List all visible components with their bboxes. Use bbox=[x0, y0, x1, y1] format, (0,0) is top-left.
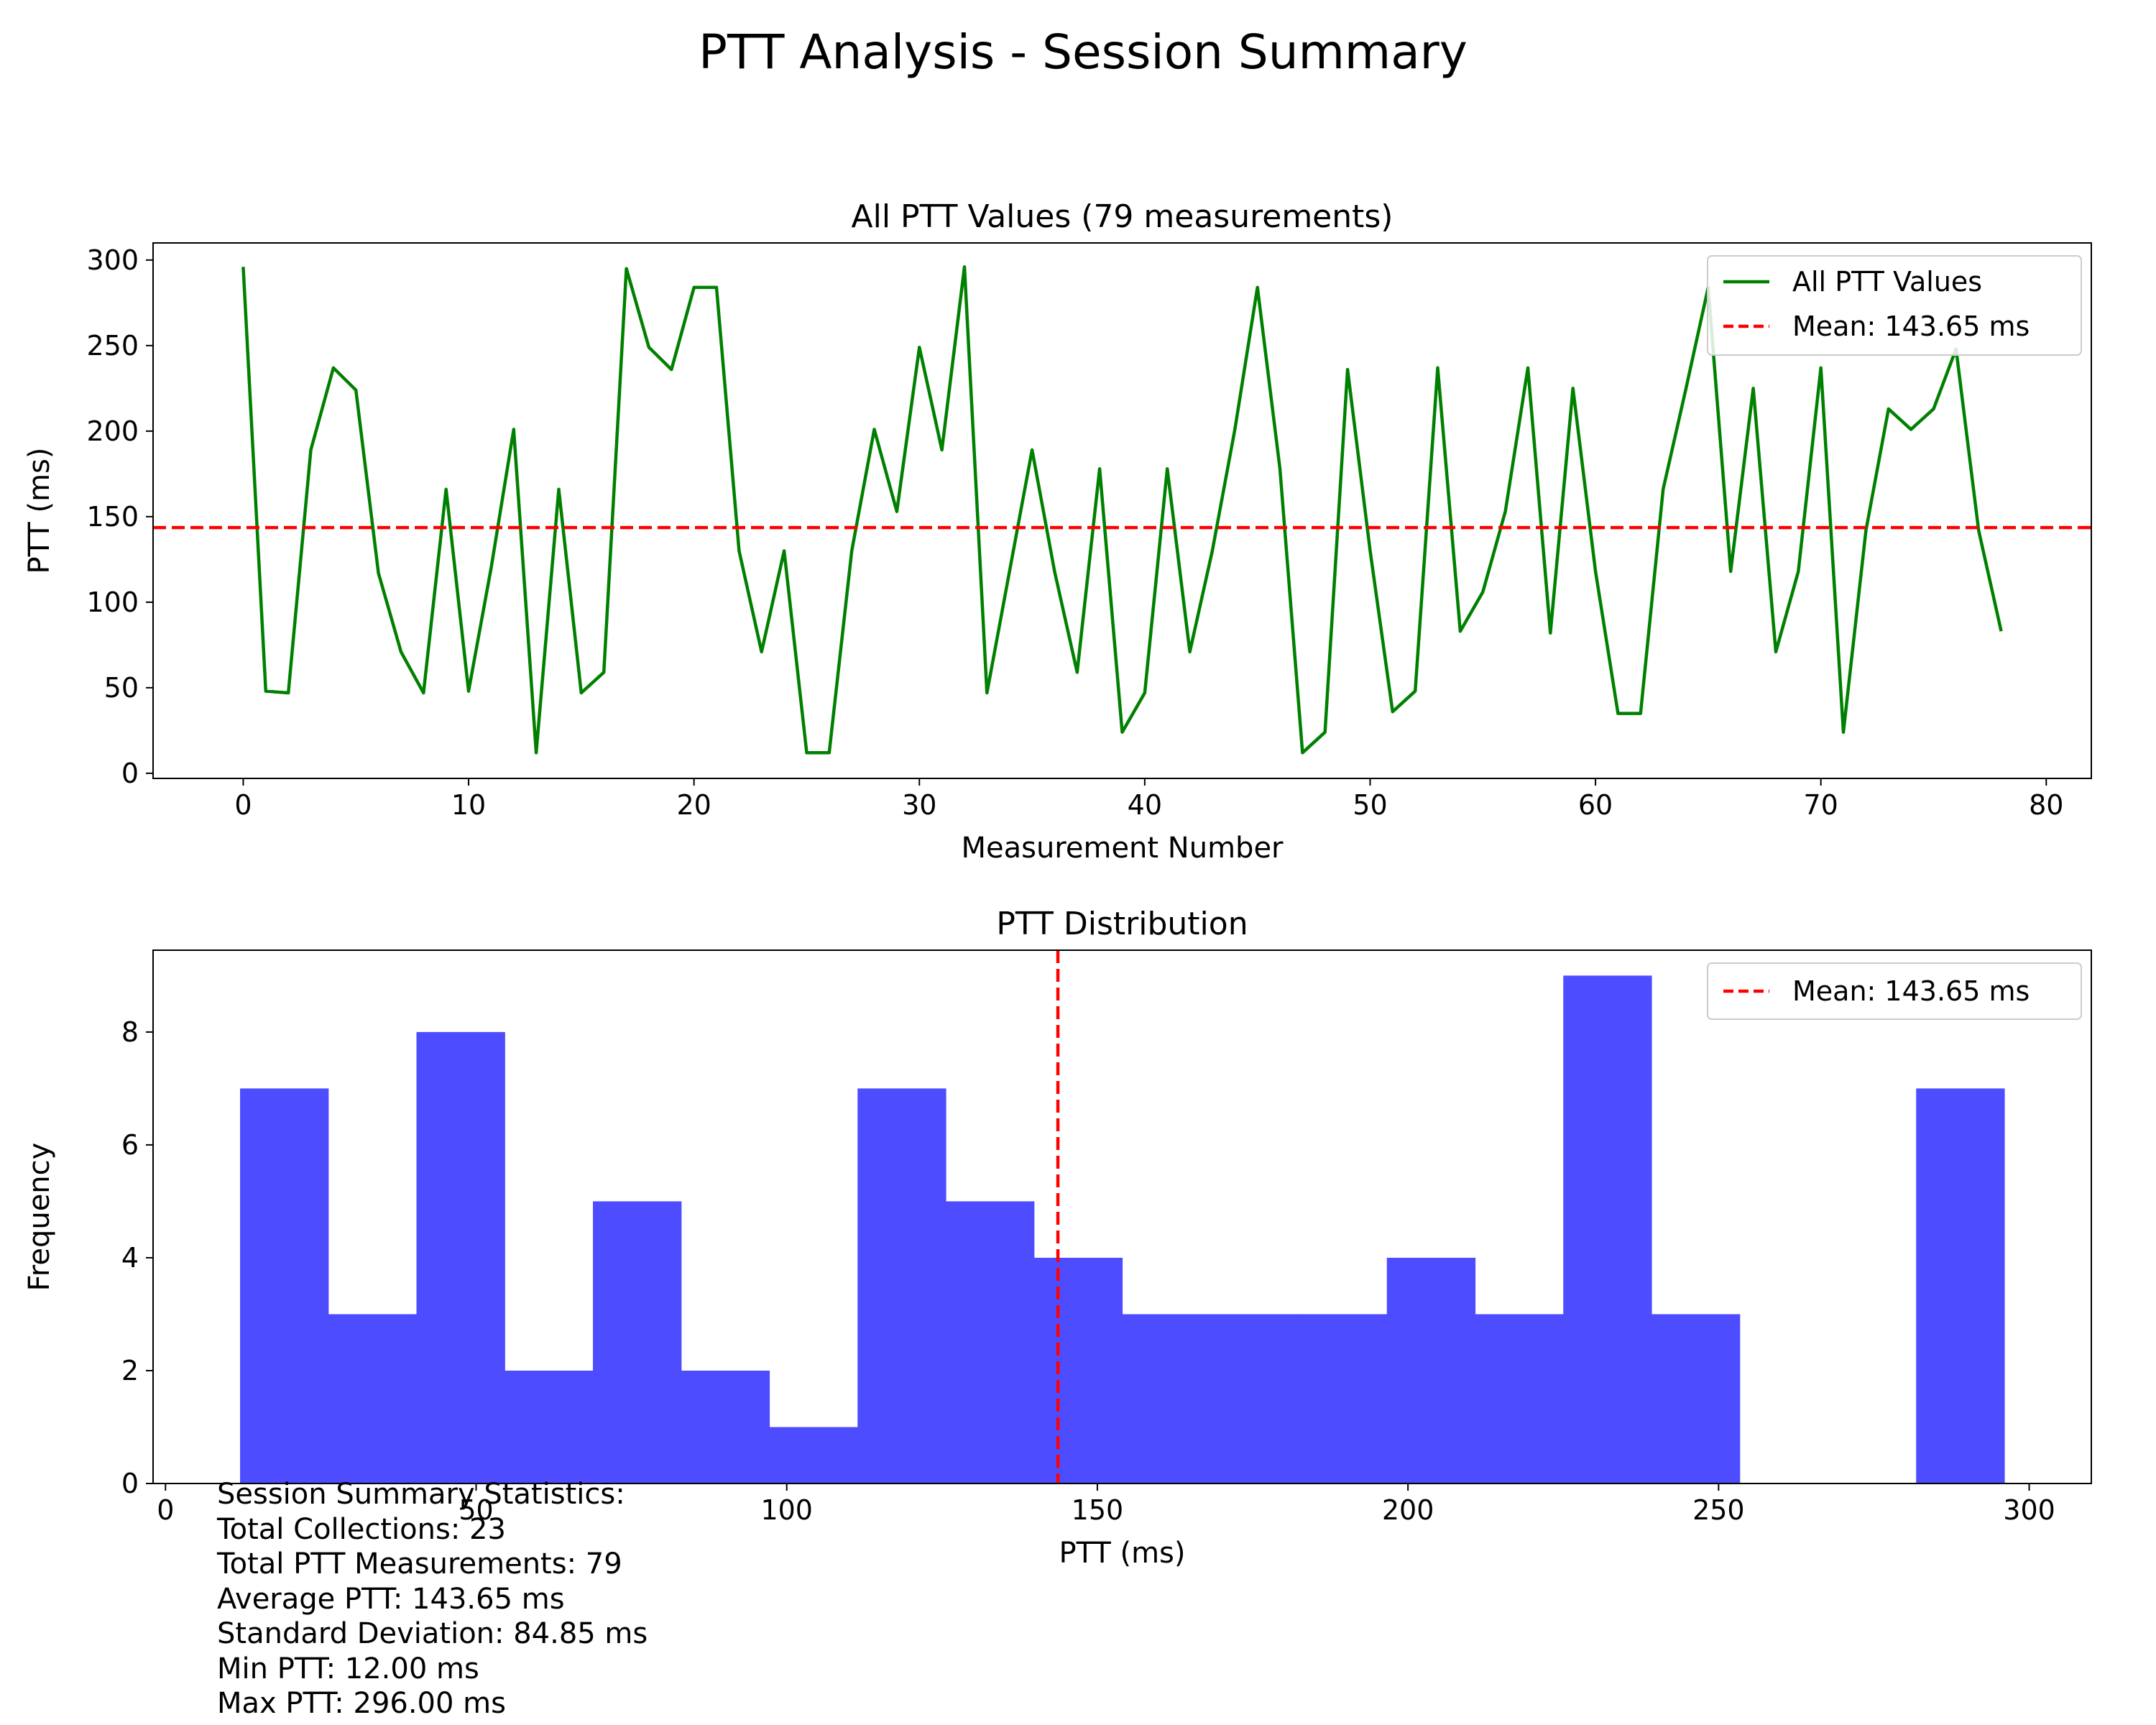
histogram-bar bbox=[240, 1088, 329, 1484]
histogram-chart: PTT Distribution 0 50 100 150 200 250 300 0 2 4 6 8 P… bbox=[23, 906, 2092, 1570]
x-axis-label: PTT (ms) bbox=[1059, 1537, 1185, 1570]
chart-title: All PTT Values (79 measurements) bbox=[852, 198, 1393, 235]
x-tick-label: 150 bbox=[1072, 1494, 1124, 1526]
histogram-bar bbox=[1122, 1314, 1211, 1484]
y-tick-label: 4 bbox=[121, 1242, 139, 1274]
legend-box bbox=[1707, 962, 2082, 1020]
x-tick-label: 30 bbox=[902, 789, 936, 821]
histogram-bar bbox=[1386, 1257, 1476, 1484]
y-tick-label: 250 bbox=[86, 330, 139, 362]
histogram-bar bbox=[1916, 1088, 2005, 1484]
y-tick-label: 200 bbox=[86, 415, 139, 447]
x-tick-label: 60 bbox=[1578, 789, 1613, 821]
summary-min: Min PTT: 12.00 ms bbox=[217, 1652, 479, 1685]
legend-label-mean: Mean: 143.65 ms bbox=[1792, 975, 2030, 1007]
plot-frame bbox=[152, 242, 2092, 779]
summary-average: Average PTT: 143.65 ms bbox=[217, 1582, 565, 1616]
x-axis-label: Measurement Number bbox=[961, 832, 1284, 865]
x-tick-label: 80 bbox=[2029, 789, 2063, 821]
x-tick-label: 100 bbox=[760, 1494, 813, 1526]
x-tick-label: 20 bbox=[676, 789, 711, 821]
legend-box bbox=[1707, 255, 2082, 356]
y-tick-label: 0 bbox=[121, 1468, 139, 1499]
histogram-bar bbox=[416, 1031, 505, 1484]
x-tick-label: 70 bbox=[1803, 789, 1838, 821]
histogram-bar bbox=[1475, 1314, 1564, 1484]
x-tick-label: 0 bbox=[157, 1494, 174, 1526]
y-tick-label: 0 bbox=[121, 758, 139, 789]
y-tick-label: 2 bbox=[121, 1355, 139, 1386]
legend-label-mean: Mean: 143.65 ms bbox=[1792, 310, 2030, 342]
histogram-bar bbox=[1298, 1314, 1388, 1484]
x-tick-label: 250 bbox=[1692, 1494, 1745, 1526]
line-chart: All PTT Values (79 measurements) 0 10 20 30 4… bbox=[23, 198, 2092, 865]
x-tick-label: 200 bbox=[1382, 1494, 1434, 1526]
histogram-bar bbox=[328, 1314, 418, 1484]
y-tick-label: 150 bbox=[86, 501, 139, 533]
histogram-bar bbox=[681, 1370, 770, 1484]
x-tick-label: 50 bbox=[459, 1494, 493, 1526]
y-tick-label: 8 bbox=[121, 1016, 139, 1048]
y-tick-label: 100 bbox=[86, 586, 139, 618]
histogram-bar bbox=[1033, 1257, 1123, 1484]
plot-frame bbox=[152, 949, 2092, 1484]
summary-heading: Session Summary Statistics: bbox=[217, 1478, 625, 1511]
summary-std-dev: Standard Deviation: 84.85 ms bbox=[217, 1617, 648, 1650]
y-axis-label: Frequency bbox=[23, 1143, 56, 1292]
summary-total-collections: Total Collections: 23 bbox=[217, 1512, 506, 1546]
summary-total-measurements: Total PTT Measurements: 79 bbox=[217, 1547, 622, 1581]
summary-statistics: Session Summary Statistics: Total Collec… bbox=[217, 1477, 864, 1721]
histogram-bar bbox=[1651, 1314, 1741, 1484]
figure-title: PTT Analysis - Session Summary bbox=[699, 24, 1468, 80]
legend-label-series: All PTT Values bbox=[1792, 266, 1982, 298]
x-tick-label: 300 bbox=[2003, 1494, 2055, 1526]
histogram-bar bbox=[769, 1427, 858, 1484]
histogram-bar bbox=[1563, 975, 1652, 1484]
x-tick-label: 40 bbox=[1128, 789, 1162, 821]
x-tick-label: 10 bbox=[451, 789, 486, 821]
histogram-bar bbox=[857, 1088, 946, 1484]
summary-max: Max PTT: 296.00 ms bbox=[217, 1687, 506, 1720]
histogram-bar bbox=[593, 1201, 682, 1484]
y-tick-label: 50 bbox=[104, 672, 139, 704]
y-axis-label: PTT (ms) bbox=[23, 447, 56, 574]
histogram-bar bbox=[1210, 1314, 1299, 1484]
histogram-bar bbox=[505, 1370, 594, 1484]
y-tick-label: 6 bbox=[121, 1129, 139, 1161]
x-tick-label: 0 bbox=[234, 789, 252, 821]
histogram-bar bbox=[946, 1201, 1035, 1484]
chart-title: PTT Distribution bbox=[996, 906, 1248, 942]
x-tick-label: 50 bbox=[1353, 789, 1387, 821]
y-tick-label: 300 bbox=[86, 244, 139, 276]
